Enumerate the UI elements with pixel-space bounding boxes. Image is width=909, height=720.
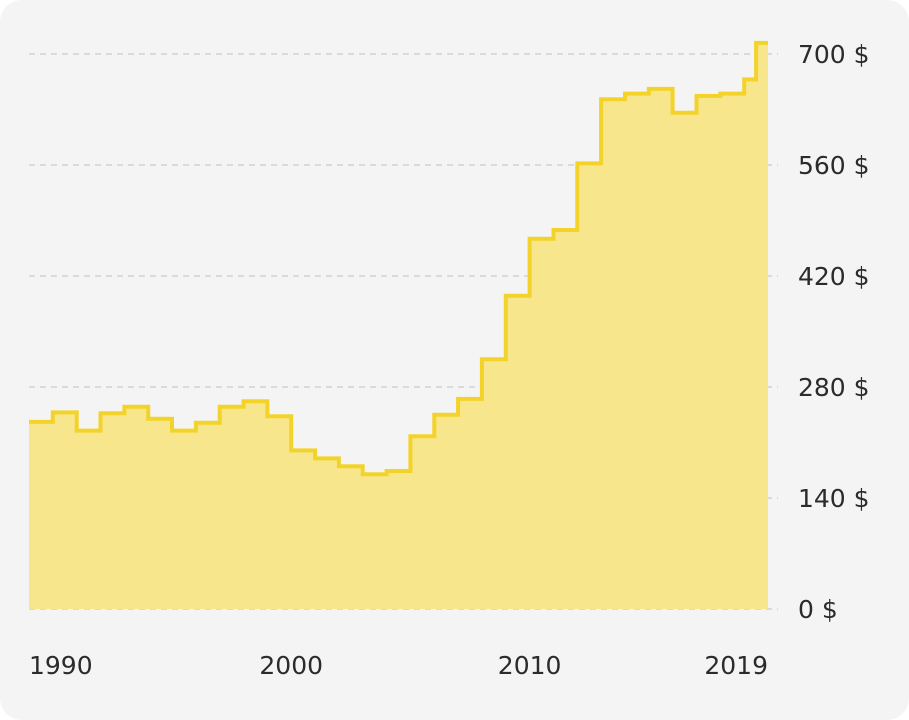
x-axis-labels: 1990 2000 2010 2019 [29,651,768,680]
x-tick-label: 1990 [29,651,93,680]
x-tick-label: 2010 [498,651,562,680]
y-tick-label: 280 $ [798,373,870,402]
x-tick-label: 2019 [704,651,768,680]
price-area [29,42,768,609]
y-tick-label: 700 $ [798,40,870,69]
x-tick-label: 2000 [259,651,323,680]
y-tick-label: 560 $ [798,151,870,180]
y-tick-label: 420 $ [798,262,870,291]
y-tick-label: 0 $ [798,595,838,624]
y-axis-labels: 0 $ 140 $ 280 $ 420 $ 560 $ 700 $ [798,40,870,624]
y-tick-label: 140 $ [798,484,870,513]
price-line [29,40,768,477]
